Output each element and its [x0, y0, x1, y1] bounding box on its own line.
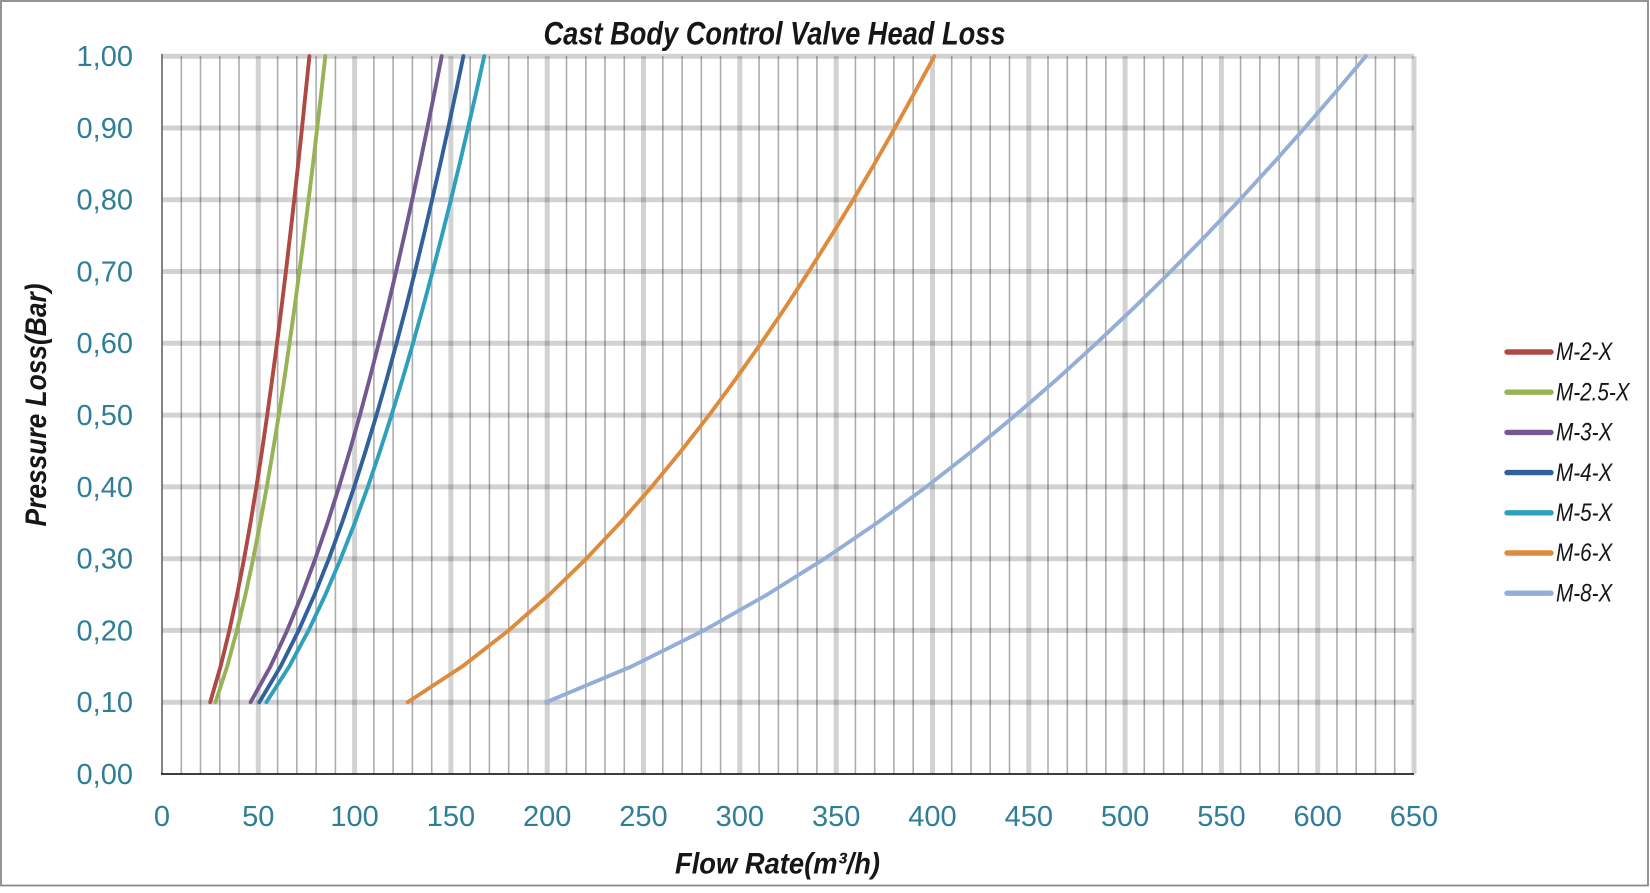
svg-text:200: 200 [523, 801, 571, 833]
svg-text:M-2-X: M-2-X [1556, 338, 1613, 366]
svg-text:Cast Body Control Valve Head L: Cast Body Control Valve Head Loss [544, 16, 1006, 52]
svg-text:350: 350 [812, 801, 860, 833]
svg-text:M-6-X: M-6-X [1556, 539, 1613, 567]
svg-text:0: 0 [154, 801, 170, 833]
svg-text:M-4-X: M-4-X [1556, 459, 1613, 487]
svg-text:M-3-X: M-3-X [1556, 419, 1613, 447]
svg-text:M-8-X: M-8-X [1556, 579, 1613, 607]
svg-text:Flow Rate(m³/h): Flow Rate(m³/h) [675, 847, 880, 880]
svg-text:450: 450 [1005, 801, 1053, 833]
svg-text:150: 150 [427, 801, 475, 833]
svg-text:M-2.5-X: M-2.5-X [1556, 378, 1631, 406]
svg-text:0,60: 0,60 [77, 328, 133, 360]
svg-text:500: 500 [1101, 801, 1149, 833]
svg-text:550: 550 [1197, 801, 1245, 833]
svg-text:0,80: 0,80 [77, 185, 133, 217]
svg-text:0,10: 0,10 [77, 687, 133, 719]
svg-text:0,50: 0,50 [77, 400, 133, 432]
svg-text:400: 400 [908, 801, 956, 833]
svg-text:600: 600 [1294, 801, 1342, 833]
svg-text:300: 300 [716, 801, 764, 833]
svg-text:M-5-X: M-5-X [1556, 499, 1613, 527]
svg-text:0,20: 0,20 [77, 615, 133, 647]
svg-text:1,00: 1,00 [77, 41, 133, 73]
svg-text:650: 650 [1390, 801, 1438, 833]
svg-text:0,30: 0,30 [77, 544, 133, 576]
svg-text:0,90: 0,90 [77, 113, 133, 145]
svg-text:50: 50 [242, 801, 274, 833]
svg-text:250: 250 [619, 801, 667, 833]
svg-text:100: 100 [330, 801, 378, 833]
svg-text:0,00: 0,00 [77, 759, 133, 791]
svg-text:Pressure Loss(Bar): Pressure Loss(Bar) [20, 284, 53, 527]
svg-text:0,40: 0,40 [77, 472, 133, 504]
svg-text:0,70: 0,70 [77, 256, 133, 288]
